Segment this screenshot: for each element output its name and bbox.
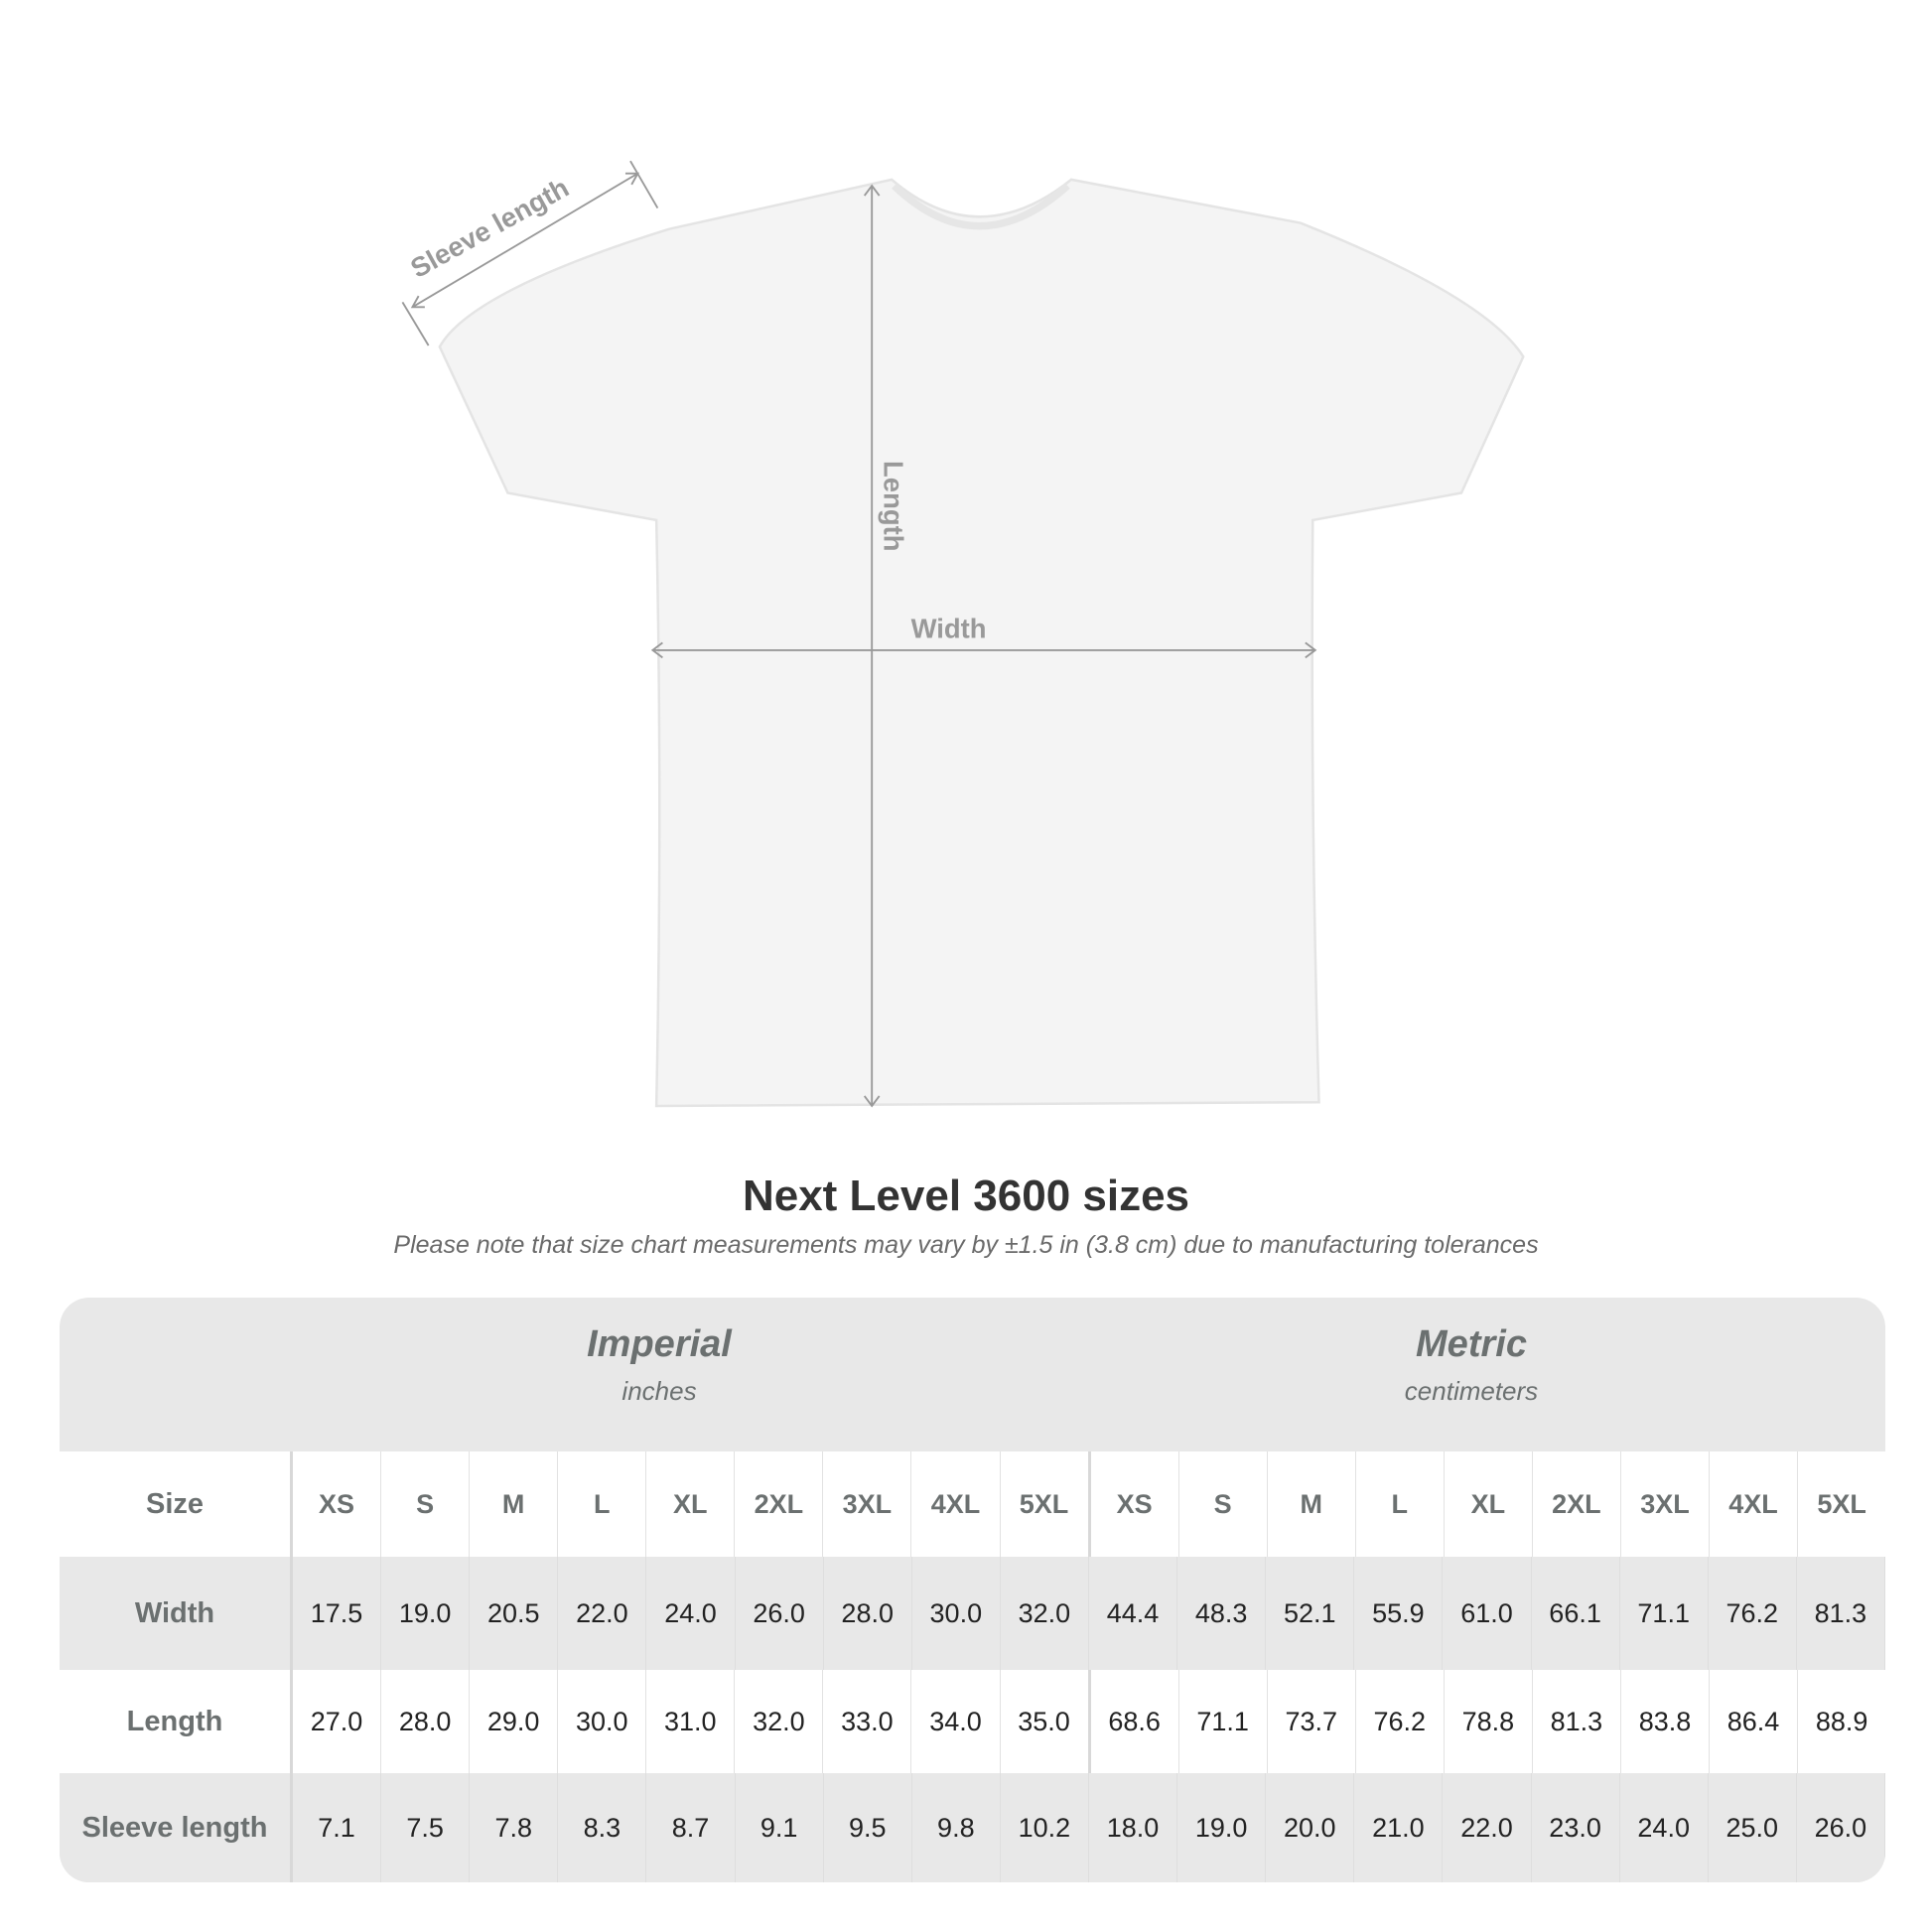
size-header-metric: M (1268, 1451, 1356, 1557)
cell-imperial: 32.0 (735, 1670, 824, 1773)
imperial-title: Imperial (587, 1323, 732, 1365)
cell-imperial: 30.0 (558, 1670, 647, 1773)
size-header-imperial: 4XL (911, 1451, 1001, 1557)
imperial-unit: inches (621, 1376, 697, 1406)
metric-header: Metric centimeters (1173, 1323, 1769, 1407)
cell-metric: 76.2 (1356, 1670, 1445, 1773)
cell-imperial: 26.0 (736, 1557, 824, 1670)
size-header-imperial: 3XL (823, 1451, 912, 1557)
size-header-imperial: XL (646, 1451, 736, 1557)
size-header-imperial: XS (293, 1451, 382, 1557)
cell-imperial: 27.0 (293, 1670, 382, 1773)
cell-metric: 24.0 (1620, 1773, 1709, 1882)
tshirt-illustration (438, 178, 1525, 1108)
cell-imperial: 9.5 (824, 1773, 912, 1882)
cell-metric: 19.0 (1177, 1773, 1267, 1882)
cell-metric: 88.9 (1815, 1706, 1868, 1736)
imperial-header: Imperial inches (361, 1323, 957, 1407)
row-label: Sleeve length (60, 1773, 293, 1882)
cell-imperial: 9.8 (912, 1773, 1001, 1882)
cell-imperial: 19.0 (381, 1557, 471, 1670)
cell-imperial: 20.5 (470, 1557, 559, 1670)
size-header-imperial: M (470, 1451, 559, 1557)
size-header-metric: XS (1091, 1451, 1179, 1557)
cell-metric: 52.1 (1266, 1557, 1355, 1670)
row-label: Size (60, 1451, 293, 1557)
cell-imperial: 7.8 (470, 1773, 559, 1882)
cell-metric: 73.7 (1268, 1670, 1356, 1773)
tolerance-note: Please note that size chart measurements… (393, 1231, 1539, 1259)
size-header-row: Size XS S M L XL 2XL 3XL 4XL 5XL XS S M L XL 2XL 3XL 4XL 5… (60, 1451, 1885, 1557)
cell-metric: 83.8 (1621, 1670, 1710, 1773)
table-row: Length 27.0 28.0 29.0 30.0 31.0 32.0 33.0 34.0 35… (60, 1670, 1885, 1773)
cell-metric: 20.0 (1266, 1773, 1355, 1882)
cell-imperial: 28.0 (824, 1557, 912, 1670)
cell-imperial: 22.0 (558, 1557, 647, 1670)
row-label: Length (60, 1670, 293, 1773)
size-header-imperial: S (381, 1451, 471, 1557)
size-header-imperial: L (558, 1451, 647, 1557)
cell-imperial: 7.1 (293, 1773, 382, 1882)
cell-metric: 71.1 (1620, 1557, 1709, 1670)
cell-metric: 26.0 (1797, 1773, 1885, 1882)
cell-metric: 71.1 (1179, 1670, 1268, 1773)
cell-imperial: 24.0 (646, 1557, 736, 1670)
cell-metric: 22.0 (1443, 1773, 1532, 1882)
cell-metric: 21.0 (1354, 1773, 1444, 1882)
metric-unit: centimeters (1404, 1376, 1539, 1406)
size-header-imperial: 2XL (735, 1451, 824, 1557)
size-header-metric: S (1179, 1451, 1268, 1557)
size-header-metric: XL (1445, 1451, 1533, 1557)
cell-imperial: 8.3 (558, 1773, 647, 1882)
size-header-metric: 2XL (1533, 1451, 1621, 1557)
cell-metric: 86.4 (1710, 1670, 1799, 1773)
cell-imperial: 30.0 (912, 1557, 1001, 1670)
size-header-metric: 5XL (1817, 1488, 1866, 1519)
cell-imperial: 33.0 (823, 1670, 912, 1773)
cell-imperial: 29.0 (470, 1670, 559, 1773)
cell-imperial: 32.0 (1001, 1557, 1089, 1670)
table-row: Sleeve length 7.1 7.5 7.8 8.3 8.7 9.1 9.5 9.8 10.… (60, 1773, 1885, 1882)
cell-metric: 81.3 (1797, 1557, 1885, 1670)
size-header-metric: 3XL (1621, 1451, 1710, 1557)
cell-metric: 44.4 (1089, 1557, 1178, 1670)
cell-metric: 25.0 (1709, 1773, 1797, 1882)
table-row: Width 17.5 19.0 20.5 22.0 24.0 26.0 28.0 30.0 32.… (60, 1557, 1885, 1670)
cell-metric: 76.2 (1709, 1557, 1797, 1670)
width-label: Width (911, 613, 987, 643)
size-header-metric: L (1356, 1451, 1445, 1557)
cell-metric: 78.8 (1445, 1670, 1533, 1773)
cell-metric: 23.0 (1532, 1773, 1620, 1882)
cell-imperial: 28.0 (381, 1670, 471, 1773)
length-label: Length (879, 461, 909, 551)
size-table: Imperial inches Metric centimeters Size X… (60, 1298, 1885, 1882)
cell-imperial: 34.0 (911, 1670, 1001, 1773)
cell-imperial: 17.5 (293, 1557, 382, 1670)
metric-title: Metric (1416, 1323, 1527, 1365)
cell-imperial: 7.5 (381, 1773, 471, 1882)
cell-imperial: 10.2 (1001, 1773, 1089, 1882)
unit-header: Imperial inches Metric centimeters (60, 1298, 1885, 1451)
cell-metric: 81.3 (1533, 1670, 1621, 1773)
page-title: Next Level 3600 sizes (742, 1172, 1190, 1220)
size-header-metric: 4XL (1710, 1451, 1799, 1557)
cell-metric: 55.9 (1354, 1557, 1444, 1670)
cell-imperial: 8.7 (646, 1773, 736, 1882)
sleeve-length-label: Sleeve length (405, 172, 574, 284)
cell-metric: 48.3 (1177, 1557, 1267, 1670)
size-header-imperial: 5XL (1001, 1451, 1091, 1557)
row-label: Width (60, 1557, 293, 1670)
cell-imperial: 9.1 (736, 1773, 824, 1882)
cell-imperial: 35.0 (1001, 1670, 1091, 1773)
sleeve-arrow (411, 172, 638, 309)
cell-metric: 18.0 (1089, 1773, 1178, 1882)
cell-metric: 61.0 (1443, 1557, 1532, 1670)
cell-metric: 68.6 (1091, 1670, 1179, 1773)
cell-imperial: 31.0 (646, 1670, 736, 1773)
cell-metric: 66.1 (1532, 1557, 1620, 1670)
tshirt-collar (892, 183, 1070, 230)
